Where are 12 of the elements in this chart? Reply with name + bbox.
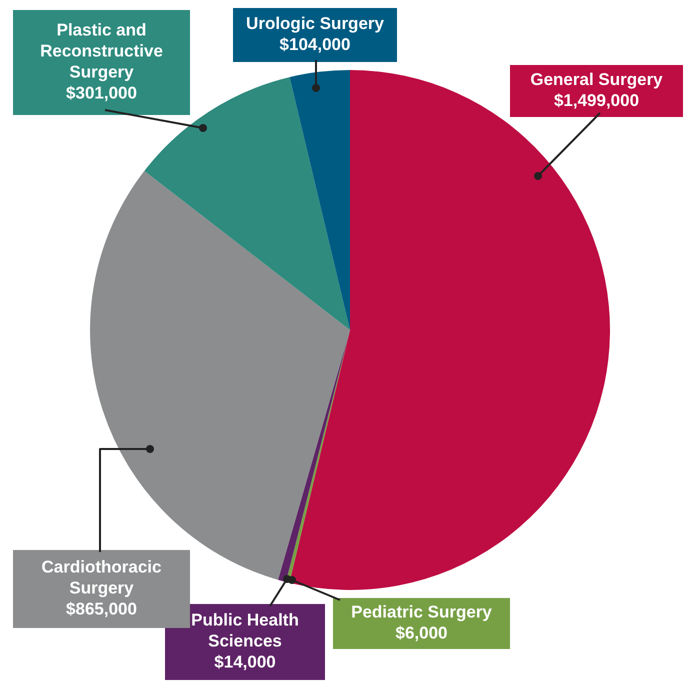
data-label: $6,000 [396, 624, 448, 643]
slice-label: Pediatric Surgery [351, 602, 492, 622]
data-label: $1,499,000 [554, 91, 640, 110]
slice-label: Plastic and Reconstructive Surgery [40, 20, 163, 82]
slice-label: Urologic Surgery [246, 14, 384, 34]
data-label: $104,000 [280, 35, 350, 54]
slice-label: Cardiothoracic Surgery [42, 558, 162, 598]
data-label: $865,000 [66, 600, 137, 619]
data-label: $301,000 [66, 84, 137, 103]
slice-label: Public Health Sciences [191, 610, 299, 651]
slice-label: General Surgery [530, 70, 664, 90]
data-label: $14,000 [214, 652, 276, 672]
